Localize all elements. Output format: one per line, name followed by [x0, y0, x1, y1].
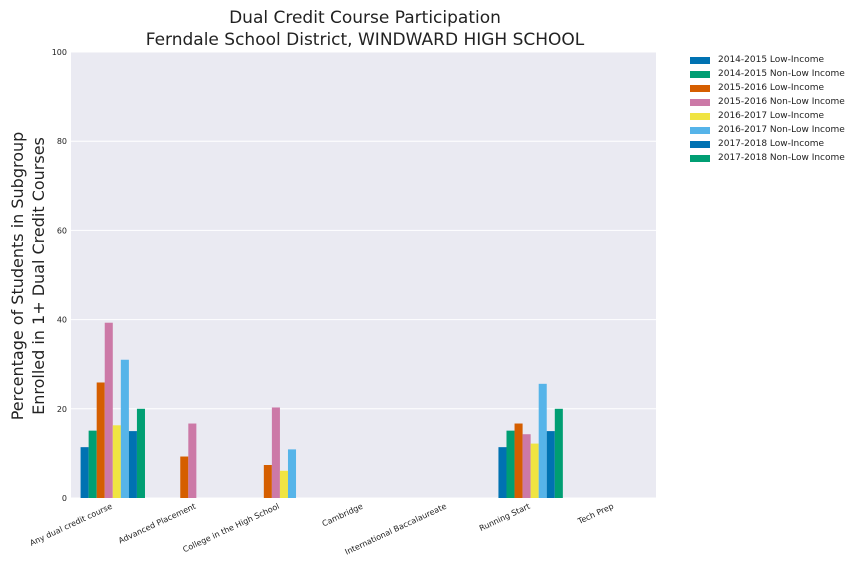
legend-swatch [690, 112, 710, 120]
legend-label: 2014-2015 Non-Low Income [718, 69, 845, 79]
bar [128, 431, 137, 498]
bar [80, 447, 89, 498]
legend-label: 2016-2017 Low-Income [718, 111, 825, 121]
bar [180, 456, 189, 498]
bar [530, 443, 539, 498]
chart-subtitle: Ferndale School District, WINDWARD HIGH … [145, 30, 585, 50]
y-tick-label: 0 [62, 494, 67, 503]
legend-swatch [690, 56, 710, 64]
x-tick-label: Advanced Placement [117, 502, 197, 546]
y-tick-label: 80 [57, 137, 67, 146]
legend-item: 2014-2015 Low-Income [690, 53, 845, 67]
y-tick-label: 40 [57, 316, 67, 325]
bars [80, 322, 563, 498]
x-tick-label: Any dual credit course [28, 502, 113, 548]
legend-swatch [690, 126, 710, 134]
bar [96, 382, 105, 498]
x-tick-label: Running Start [478, 502, 532, 533]
bar [263, 464, 272, 498]
legend-label: 2015-2016 Low-Income [718, 83, 825, 93]
y-axis-label-line-2: Enrolled in 1+ Dual Credit Courses [29, 137, 48, 415]
chart-title: Dual Credit Course Participation [229, 8, 501, 28]
bar [287, 449, 297, 498]
bar [271, 407, 280, 498]
bar [514, 423, 523, 498]
grid-lines [71, 51, 656, 499]
x-tick-labels: Any dual credit course Advanced Placement… [28, 502, 615, 557]
legend-label: 2017-2018 Low-Income [718, 139, 825, 149]
y-tick-labels: 0 20 40 60 80 100 [52, 48, 67, 503]
legend-item: 2015-2016 Non-Low Income [690, 95, 845, 109]
bar [554, 408, 563, 498]
y-tick-label: 100 [52, 48, 67, 57]
legend-swatch [690, 98, 710, 106]
bar [522, 434, 531, 498]
bar [498, 447, 507, 498]
bar [188, 423, 197, 498]
legend-swatch [690, 84, 710, 92]
legend: 2014-2015 Low-Income 2014-2015 Non-Low In… [690, 53, 845, 165]
legend-label: 2015-2016 Non-Low Income [718, 97, 845, 107]
legend-label: 2017-2018 Non-Low Income [718, 153, 845, 163]
bar [112, 425, 121, 498]
bar [506, 430, 515, 498]
y-axis-label-line-1: Percentage of Students in Subgroup [8, 132, 27, 421]
y-tick-label: 20 [57, 405, 67, 414]
bar [546, 431, 555, 498]
bar [120, 359, 129, 498]
legend-item: 2016-2017 Low-Income [690, 109, 845, 123]
bar [136, 408, 145, 498]
legend-label: 2014-2015 Low-Income [718, 55, 825, 65]
y-tick-label: 60 [57, 226, 67, 235]
legend-item: 2014-2015 Non-Low Income [690, 67, 845, 81]
x-tick-label: Cambridge [321, 502, 365, 529]
legend-item: 2017-2018 Low-Income [690, 137, 845, 151]
legend-swatch [690, 140, 710, 148]
bar [279, 470, 288, 498]
bar [104, 322, 113, 498]
plot-area [71, 52, 656, 498]
legend-item: 2017-2018 Non-Low Income [690, 151, 845, 165]
legend-label: 2016-2017 Non-Low Income [718, 125, 845, 135]
legend-swatch [690, 70, 710, 78]
x-tick-label: Tech Prep [576, 502, 615, 527]
legend-swatch [690, 154, 710, 162]
bar [88, 430, 97, 498]
legend-item: 2015-2016 Low-Income [690, 81, 845, 95]
bar [538, 383, 547, 498]
legend-item: 2016-2017 Non-Low Income [690, 123, 845, 137]
